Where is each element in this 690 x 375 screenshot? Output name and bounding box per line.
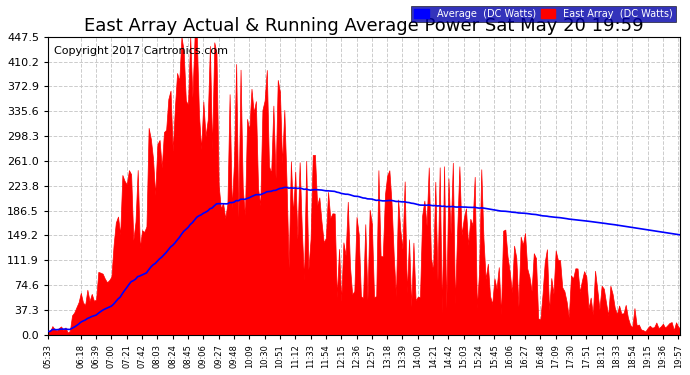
Legend: Average  (DC Watts), East Array  (DC Watts): Average (DC Watts), East Array (DC Watts…	[411, 6, 676, 22]
Title: East Array Actual & Running Average Power Sat May 20 19:59: East Array Actual & Running Average Powe…	[84, 17, 644, 35]
Text: Copyright 2017 Cartronics.com: Copyright 2017 Cartronics.com	[55, 46, 228, 56]
